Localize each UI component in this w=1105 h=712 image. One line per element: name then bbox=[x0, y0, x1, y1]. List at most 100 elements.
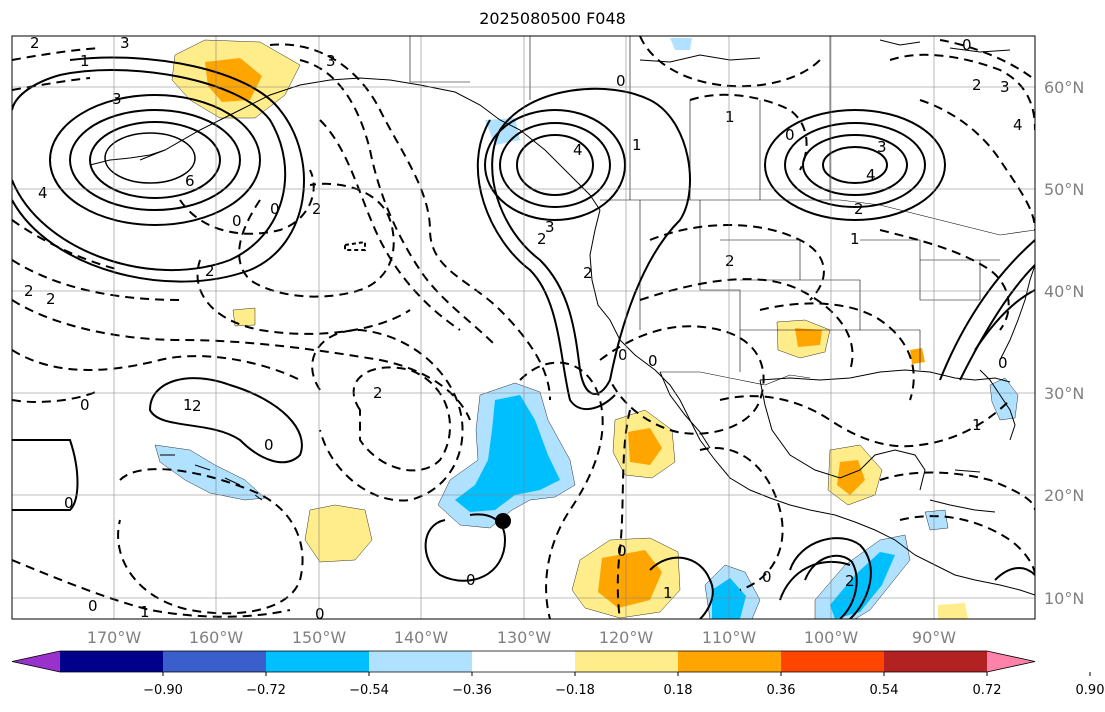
contour-neg-22 bbox=[879, 229, 1010, 331]
contour-label: 4 bbox=[38, 184, 48, 202]
contour-west-zero bbox=[12, 439, 79, 511]
contour-bc-high-2 bbox=[499, 122, 611, 208]
contour-label: 3 bbox=[112, 90, 122, 108]
coast-east bbox=[999, 264, 1035, 361]
contours-negative bbox=[12, 36, 1035, 619]
shaded-anomalies bbox=[154, 38, 1019, 619]
contour-label: 0 bbox=[616, 72, 626, 90]
contour-bc-high-1 bbox=[484, 109, 626, 221]
contour-label: 2 bbox=[845, 572, 855, 590]
lon-label: 150°W bbox=[292, 628, 347, 647]
contour-label: 0 bbox=[785, 126, 795, 144]
contour-label: 2 bbox=[30, 34, 40, 52]
contour-alaska-high-outer-2 bbox=[12, 56, 305, 283]
gridlines bbox=[12, 36, 1035, 619]
map-frame-bg bbox=[12, 36, 1035, 619]
lat-label: 30°N bbox=[1044, 384, 1084, 403]
border-alaska-canada bbox=[409, 36, 470, 83]
contour-neg-4 bbox=[238, 182, 395, 298]
colorbar-tick-label: 0.90 bbox=[1075, 683, 1105, 698]
contour-label: 2 bbox=[583, 264, 593, 282]
colorbar-tick-label: 0.72 bbox=[972, 683, 1002, 698]
colorbar-tick-label: −0.36 bbox=[452, 683, 492, 698]
lon-label: 110°W bbox=[702, 628, 757, 647]
shade-positive-gulf-core bbox=[837, 460, 865, 495]
lon-label: 130°W bbox=[497, 628, 552, 647]
colorbar-tick-label: −0.90 bbox=[143, 683, 183, 698]
contour-label: 1 bbox=[632, 136, 642, 154]
colorbar-tick-label: 0.36 bbox=[766, 683, 796, 698]
contour-label: 1 bbox=[183, 396, 193, 414]
colorbar-tick-label: −0.54 bbox=[349, 683, 389, 698]
contour-label: 0 bbox=[466, 571, 476, 589]
contour-label: 0 bbox=[998, 354, 1008, 372]
colorbar-extend-min bbox=[12, 651, 60, 672]
coast-west-us bbox=[589, 209, 1035, 596]
contour-neg-16 bbox=[649, 224, 825, 301]
coast-mexico-gulf bbox=[759, 379, 926, 491]
contour-label: 0 bbox=[762, 568, 772, 586]
contour-label: 0 bbox=[648, 352, 658, 370]
contour-label: 0 bbox=[962, 36, 972, 54]
shade-positive-alaska-core bbox=[205, 58, 262, 102]
contour-neg-32 bbox=[179, 169, 315, 235]
colorbar-segment bbox=[266, 651, 370, 672]
colorbar-segment bbox=[472, 651, 576, 672]
contour-hudson-high-2 bbox=[784, 122, 926, 208]
coast-hawaii bbox=[160, 454, 263, 501]
coast-aleutians bbox=[89, 149, 166, 166]
contour-neg-28 bbox=[899, 515, 1035, 576]
latitude-axis: 60°N 50°N 40°N 30°N 20°N 10°N bbox=[1044, 78, 1084, 608]
shade-negative-central-america-core bbox=[830, 552, 895, 619]
contour-cent-am-1 bbox=[789, 537, 872, 619]
colorbar-segment bbox=[575, 651, 679, 672]
contour-neg-21 bbox=[939, 39, 1035, 81]
colorbar-tick-label: −0.18 bbox=[555, 683, 595, 698]
contour-label: 0 bbox=[315, 605, 325, 623]
contour-neg-10 bbox=[117, 468, 304, 615]
contour-alaska-high-4 bbox=[104, 132, 196, 184]
contour-neg-13 bbox=[519, 361, 604, 619]
contour-label: 2 bbox=[312, 200, 322, 218]
coast-florida bbox=[979, 369, 1016, 441]
contour-label: 2 bbox=[537, 230, 547, 248]
colorbar-tick-labels: −0.90 −0.72 −0.54 −0.36 −0.18 0.18 0.36 0.54 0.7… bbox=[0, 683, 1105, 703]
contour-alaska-high-1 bbox=[49, 94, 261, 226]
contour-mexico-1 bbox=[649, 556, 714, 619]
lon-label: 140°W bbox=[394, 628, 449, 647]
colorbar-tick-label: −0.72 bbox=[246, 683, 286, 698]
lat-label: 60°N bbox=[1044, 78, 1084, 97]
contour-neg-29 bbox=[12, 47, 101, 91]
lon-label: 100°W bbox=[804, 628, 859, 647]
contour-alaska-high-outer bbox=[12, 69, 287, 272]
contour-label: 0 bbox=[264, 436, 274, 454]
contour-gulf-zero bbox=[994, 567, 1035, 581]
contour-alaska-high-3 bbox=[89, 121, 221, 199]
contour-neg-1 bbox=[269, 43, 551, 401]
shade-negative-central-pacific-core bbox=[455, 395, 560, 512]
colorbar-segment bbox=[781, 651, 885, 672]
colorbar-segment bbox=[369, 651, 473, 672]
contour-label: 3 bbox=[877, 138, 887, 156]
lon-label: 120°W bbox=[599, 628, 654, 647]
colorbar-segment bbox=[884, 651, 988, 672]
contour-label: 1 bbox=[850, 230, 860, 248]
map-title: 2025080500 F048 bbox=[479, 9, 626, 28]
contour-label: 0 bbox=[618, 346, 628, 364]
contour-label: 4 bbox=[573, 141, 583, 159]
lon-label: 160°W bbox=[189, 628, 244, 647]
contour-neg-30 bbox=[12, 219, 121, 271]
shade-negative-florida bbox=[989, 377, 1019, 421]
lon-label: 170°W bbox=[87, 628, 142, 647]
contour-label: 0 bbox=[617, 542, 627, 560]
coast-gulf bbox=[759, 369, 1011, 383]
contour-hudson-high-3 bbox=[802, 134, 908, 196]
contour-neg-18 bbox=[639, 36, 821, 88]
contour-east-ridge-2 bbox=[959, 264, 1035, 381]
contour-bc-high-outer bbox=[491, 87, 691, 395]
colorbar-tick-label: 0.18 bbox=[663, 683, 693, 698]
coast-caribbean bbox=[929, 469, 996, 513]
contour-neg-25 bbox=[616, 409, 631, 619]
longitude-axis: 170°W 160°W 150°W 140°W 130°W 120°W 110°… bbox=[87, 628, 956, 647]
